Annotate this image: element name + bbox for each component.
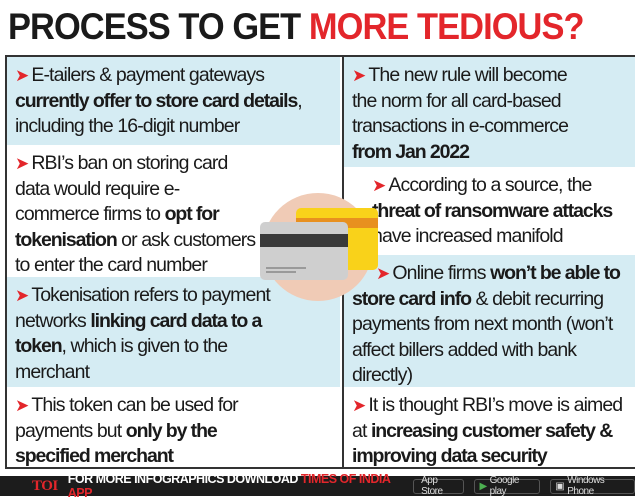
google-play-badge[interactable]: ▶ Google play [474,475,541,497]
text: Online firms [392,262,491,284]
right-column: ➤ The new rule will become the norm for a… [342,57,635,467]
right-item-2: ➤ According to a source, the threat of ra… [344,167,635,255]
text: This token can be used for payments but [15,394,239,442]
text: RBI’s ban on storing card data would req… [15,152,228,225]
arrow-icon: ➤ [352,66,366,85]
right-item-3: ➤ Online firms won’t be able to store car… [344,255,635,387]
footer-banner: TOI FOR MORE INFOGRAPHICS DOWNLOAD TIMES… [0,472,635,500]
text: , including the 16-digit number [15,89,303,138]
title-black: PROCESS TO GET [8,6,309,47]
bold-text: only by the specified merchant [15,419,218,468]
left-item-4: ➤ This token can be used for payments but… [7,387,340,468]
text: E-tailers & payment gateways [31,64,265,86]
windows-phone-badge[interactable]: ▣ Windows Phone [550,475,635,497]
right-item-4: ➤ It is thought RBI’s move is aimed at in… [344,387,635,468]
bold-text: from Jan 2022 [352,140,470,163]
text: The new rule will become the norm for al… [352,64,569,137]
footer-text: FOR MORE INFOGRAPHICS DOWNLOAD [67,472,299,486]
left-item-2: ➤ RBI’s ban on storing card data would re… [7,145,340,277]
left-item-1: ➤ E-tailers & payment gateways currently … [7,57,340,145]
right-item-1: ➤ The new rule will become the norm for a… [344,57,635,167]
arrow-icon: ➤ [376,264,390,283]
text: , which is given to the merchant [15,335,228,383]
play-icon: ▶ [479,480,487,492]
arrow-icon: ➤ [15,154,29,173]
bold-text: won’t be able to store card info [352,262,621,310]
bold-text: currently offer to store card details [15,89,298,112]
text: & debit recurring payments from next mon… [352,287,613,387]
title-red: MORE TEDIOUS? [308,6,585,47]
toi-logo: TOI [32,477,58,494]
store-label: Windows Phone [567,475,605,497]
text: It is thought RBI’s move is aimed at [352,394,623,442]
page-title: PROCESS TO GET MORE TEDIOUS? [8,6,584,48]
store-label: Google play [489,475,520,497]
windows-icon: ▣ [555,480,565,492]
credit-cards-icon [260,208,378,280]
store-label: App Store [421,475,443,497]
bold-text: increasing customer safety & improving d… [352,419,613,468]
arrow-icon: ➤ [15,66,29,85]
left-column: ➤ E-tailers & payment gateways currently … [7,57,340,467]
arrow-icon: ➤ [372,176,386,195]
text: Tokenisation refers to payment networks [15,284,271,332]
text: have increased manifold [372,225,564,247]
left-item-3: ➤ Tokenisation refers to payment networks… [7,277,340,387]
bold-text: linking card data to a token [15,309,262,358]
arrow-icon: ➤ [352,396,366,415]
arrow-icon: ➤ [15,396,29,415]
text: According to a source, the [388,174,592,196]
app-store-badge[interactable]: App Store [413,475,465,497]
text: or ask customers to enter the card numbe… [15,228,256,277]
arrow-icon: ➤ [15,286,29,305]
bold-text: opt for tokenisation [15,203,220,251]
bold-text: threat of ransomware attacks [372,199,613,222]
content-box: ➤ E-tailers & payment gateways currently … [5,55,635,469]
